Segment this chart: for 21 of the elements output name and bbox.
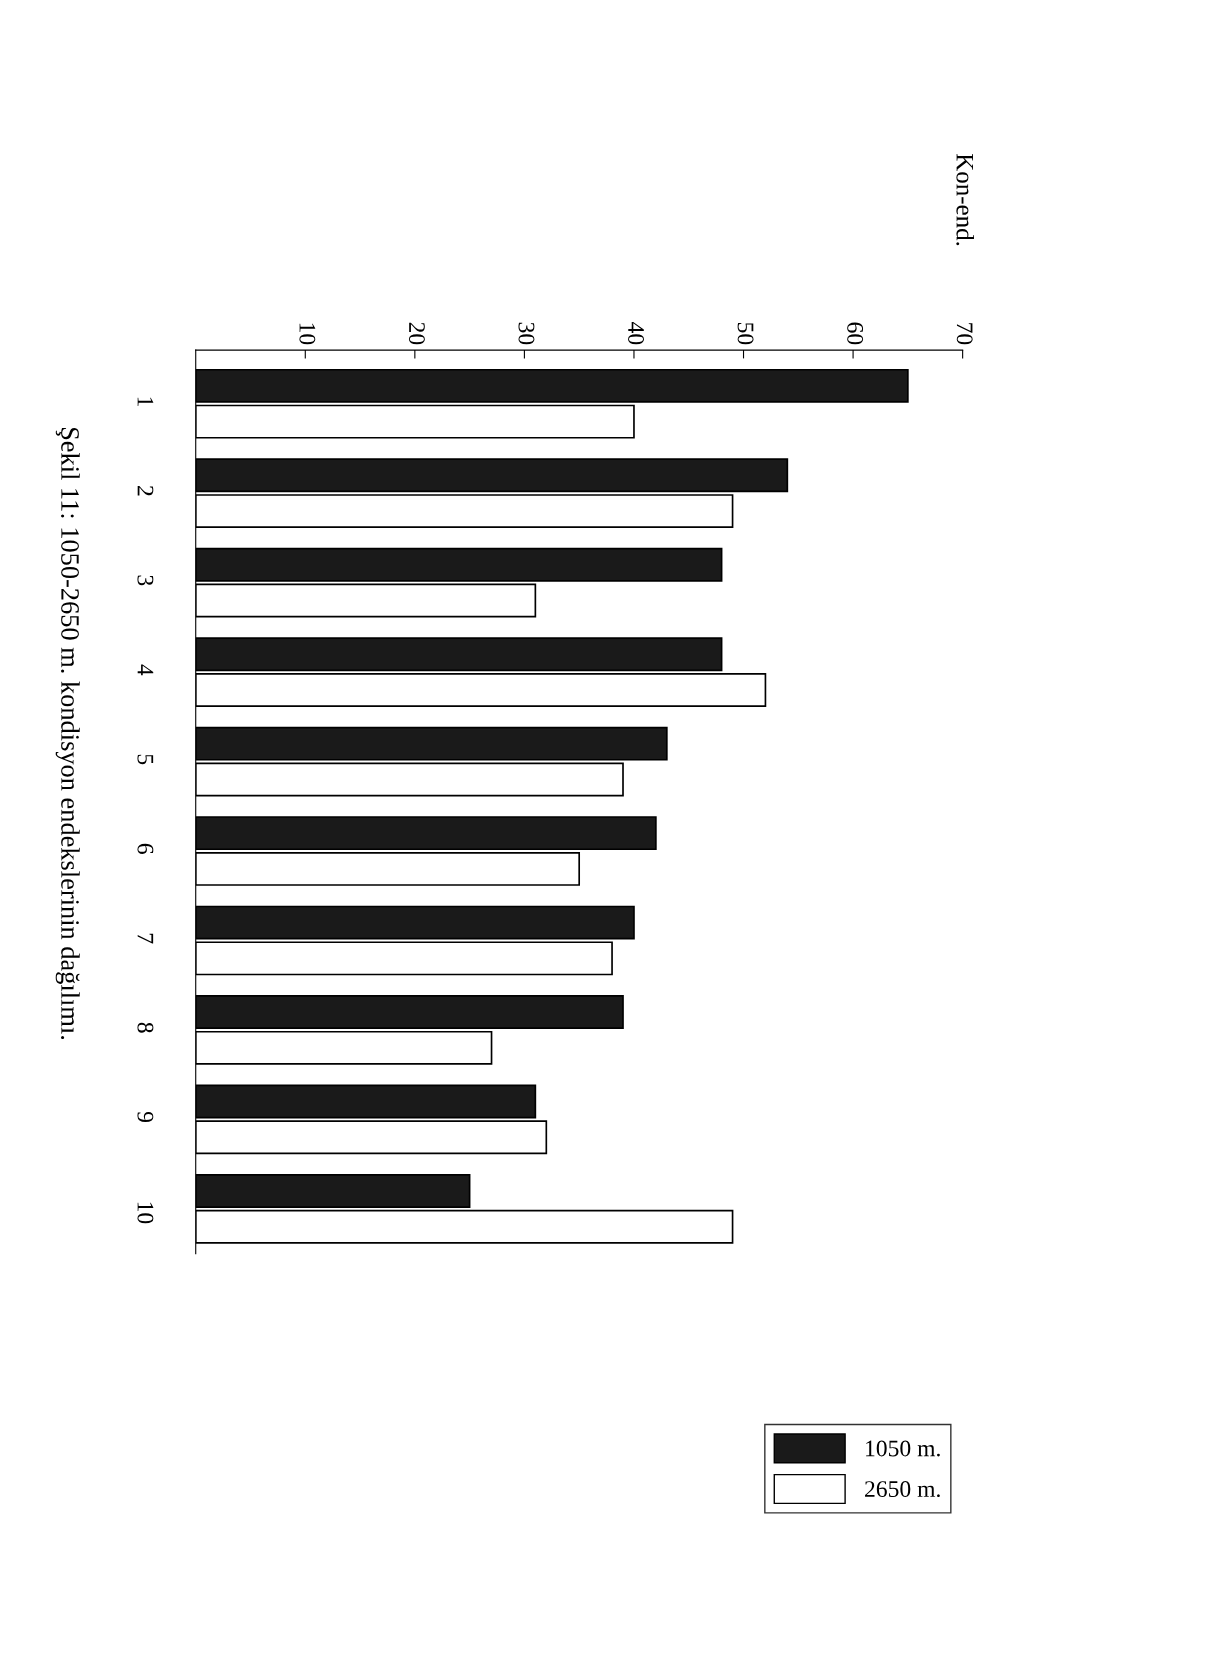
x-tick-label: 30	[518, 322, 535, 345]
y-tick-label: 6	[137, 843, 154, 854]
y-tick-label: 2	[137, 486, 154, 496]
y-tick-label: 3	[137, 575, 154, 586]
legend-label: 2650 m.	[865, 1481, 940, 1498]
x-tick-label: 70	[956, 323, 973, 345]
x-tick-label: 50	[737, 322, 754, 345]
x-tick-label: 20	[408, 322, 425, 345]
y-tick-label: 9	[137, 1111, 154, 1123]
y-tick-label: 4	[137, 664, 154, 676]
text: Şekil 11: 1050-2650 m. kondisyon endekslerinin dağılımı.	[55, 427, 80, 1040]
x-tick-label: 60	[847, 322, 864, 345]
text: Kon-end.	[956, 153, 974, 246]
y-tick-label: 5	[137, 754, 154, 765]
x-tick-label: 40	[628, 322, 644, 345]
y-tick-label: 1	[137, 397, 154, 406]
y-tick-label: 8	[137, 1022, 154, 1033]
y-tick-label: 7	[137, 933, 154, 944]
y-tick-label: 10	[137, 1202, 154, 1224]
x-tick-label: 10	[299, 323, 316, 345]
legend-label: 1050 m.	[866, 1440, 940, 1457]
